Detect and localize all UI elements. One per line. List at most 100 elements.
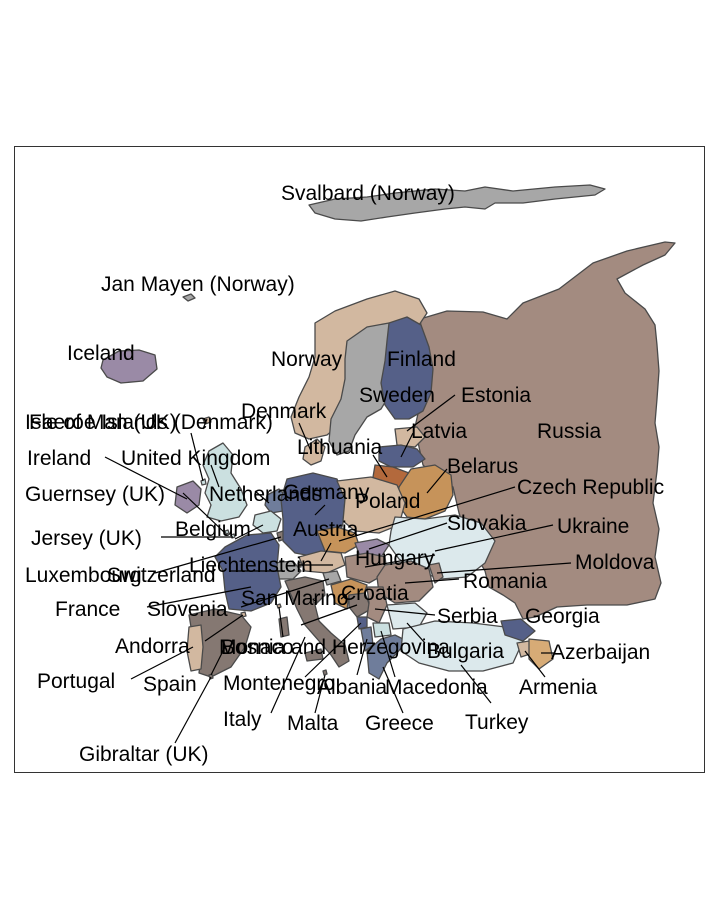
label-svalbard: Svalbard (Norway)	[281, 182, 455, 205]
label-germany: Germany	[283, 481, 370, 504]
label-malta: Malta	[287, 712, 339, 735]
label-czech: Czech Republic	[517, 476, 664, 499]
shape-belgium	[252, 510, 282, 534]
map-panel: Svalbard (Norway) Jan Mayen (Norway) Ice…	[14, 146, 705, 773]
leader-belarus	[426, 468, 448, 494]
label-france: France	[55, 598, 120, 621]
label-slovenia: Slovenia	[147, 598, 228, 621]
leader-bulgaria	[406, 622, 426, 644]
leader-belgium	[234, 524, 264, 540]
label-slovakia: Slovakia	[447, 512, 527, 535]
label-monaco: Monaco	[219, 636, 294, 659]
leader-andorra	[204, 614, 244, 642]
shape-moldova	[428, 562, 444, 584]
shape-uk	[202, 442, 248, 522]
shape-austria	[298, 550, 346, 574]
shape-slovenia	[322, 570, 342, 586]
shape-italy	[278, 576, 350, 668]
shape-malta	[322, 669, 328, 676]
label-denmark: Denmark	[241, 400, 327, 423]
leader-gibraltar	[174, 676, 212, 744]
leader-moldova	[436, 562, 572, 574]
label-italy: Italy	[223, 708, 262, 731]
leader-croatia	[340, 590, 352, 600]
leader-lines	[104, 394, 572, 744]
shape-guernsey	[224, 529, 230, 535]
leader-albania	[356, 638, 368, 676]
label-switzerland: Switzerland	[107, 564, 216, 587]
leader-ireland	[104, 456, 188, 500]
shape-turkey	[400, 620, 524, 672]
shape-macedonia	[372, 622, 392, 638]
leader-macedonia	[380, 630, 396, 678]
leader-isle-of-man	[190, 432, 204, 482]
leader-italy	[270, 636, 306, 714]
label-croatia: Croatia	[341, 582, 409, 605]
leader-ukraine	[434, 524, 554, 552]
leader-germany	[314, 504, 326, 516]
country-shapes	[100, 184, 676, 680]
leader-romania	[404, 578, 460, 584]
leader-estonia	[406, 394, 456, 432]
label-moldova: Moldova	[575, 551, 655, 574]
leader-serbia	[374, 608, 436, 616]
label-jan-mayen: Jan Mayen (Norway)	[101, 273, 295, 296]
leader-austria	[320, 542, 332, 562]
label-macedonia: Macedonia	[385, 676, 488, 699]
leader-malta	[314, 674, 326, 714]
label-gibraltar: Gibraltar (UK)	[79, 743, 209, 766]
label-liechtenstein: Liechtenstein	[189, 554, 313, 577]
label-bulgaria: Bulgaria	[427, 640, 504, 663]
label-spain: Spain	[143, 673, 197, 696]
shape-svalbard	[308, 184, 606, 222]
label-faeroe: Faeroe Islands (Denmark)	[29, 411, 273, 434]
label-azerbaijan: Azerbaijan	[551, 641, 650, 664]
label-andorra: Andorra	[115, 635, 190, 658]
label-isle-of-man: Isle of Man (UK)	[25, 411, 177, 434]
leader-monaco	[278, 606, 284, 638]
leader-hungary	[364, 554, 436, 568]
label-lithuania: Lithuania	[297, 436, 383, 459]
label-iceland: Iceland	[67, 342, 135, 365]
label-uk: United Kingdom	[121, 447, 270, 470]
leader-czech	[338, 486, 516, 542]
label-luxembourg: Luxembourg	[25, 564, 142, 587]
shape-iceland	[100, 349, 158, 384]
leader-denmark	[298, 422, 312, 452]
shape-estonia	[394, 426, 426, 448]
label-poland: Poland	[355, 490, 420, 513]
leader-lithuania	[372, 454, 388, 478]
shape-finland	[380, 316, 434, 420]
shape-romania	[376, 560, 434, 604]
leader-luxembourg	[154, 536, 282, 574]
shape-bosnia	[348, 592, 372, 618]
label-guernsey: Guernsey (UK)	[25, 483, 165, 506]
leader-armenia	[524, 650, 546, 678]
label-norway: Norway	[271, 348, 343, 371]
label-turkey: Turkey	[465, 711, 529, 734]
label-georgia: Georgia	[525, 605, 600, 628]
leader-netherlands	[254, 490, 270, 504]
country-labels: Svalbard (Norway) Jan Mayen (Norway) Ice…	[25, 182, 664, 766]
leader-faeroe	[202, 418, 208, 430]
shape-jan-mayen	[182, 293, 196, 302]
label-hungary: Hungary	[355, 547, 435, 570]
label-ireland: Ireland	[27, 447, 91, 470]
leader-san-marino	[312, 598, 316, 602]
shape-isle-of-man	[200, 478, 207, 486]
label-belarus: Belarus	[447, 455, 518, 478]
label-finland: Finland	[387, 348, 456, 371]
shape-montenegro	[356, 616, 368, 630]
leader-turkey	[460, 664, 492, 704]
label-bosnia: Bosnia and Herzegovina	[221, 636, 450, 659]
label-sweden: Sweden	[359, 384, 435, 407]
label-armenia: Armenia	[519, 676, 598, 699]
shape-bulgaria	[386, 602, 428, 630]
label-serbia: Serbia	[437, 605, 498, 628]
leader-portugal	[130, 646, 194, 680]
leader-spain	[210, 646, 226, 676]
label-montenegro: Montenegro	[223, 672, 335, 695]
leader-latvia	[400, 432, 414, 458]
leader-slovenia	[240, 578, 330, 608]
shape-georgia	[500, 618, 536, 642]
